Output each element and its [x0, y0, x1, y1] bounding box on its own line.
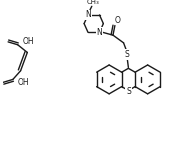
Text: S: S — [124, 50, 129, 59]
Text: CH₃: CH₃ — [86, 0, 99, 5]
Text: N: N — [85, 10, 91, 19]
Text: OH: OH — [18, 78, 29, 87]
Text: OH: OH — [22, 37, 34, 46]
Text: O: O — [115, 16, 121, 25]
Text: N: N — [97, 28, 102, 37]
Text: S: S — [126, 87, 131, 96]
